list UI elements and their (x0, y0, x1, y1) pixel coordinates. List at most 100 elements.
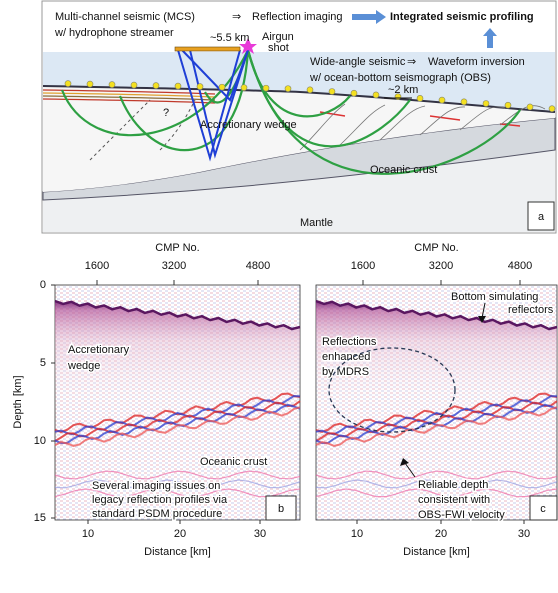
deep-reflector (54, 406, 301, 447)
obs-station (350, 89, 358, 97)
thrust-fault (299, 103, 346, 151)
refracted-ray (246, 49, 351, 118)
obs-station (196, 83, 204, 90)
deep-reflector (315, 394, 558, 436)
x-tick-label: 20 (435, 528, 447, 540)
double-arrow: ⇒ (232, 11, 241, 23)
panel-label-box (265, 495, 297, 521)
x-axis-title: Distance [km] (144, 546, 211, 558)
x-tick-label: 30 (254, 528, 266, 540)
mdrs-annotation: Reflections (322, 336, 377, 348)
top-tick-label: 4800 (246, 260, 270, 272)
reliable-annotation: Reliable depth (418, 479, 488, 491)
obs-station (372, 91, 380, 99)
reliable-pointer-head (400, 458, 409, 466)
mdrs-region (328, 347, 456, 433)
streamer-length: ~5.5 km (210, 32, 249, 44)
sediment-layer (42, 92, 216, 98)
sediment-layer (42, 89, 216, 95)
bsr-pointer-head (478, 316, 486, 323)
shallow-noise-band (316, 301, 557, 415)
hydrophone-streamer (174, 46, 241, 52)
top-axis-title: CMP No. (414, 242, 458, 254)
bsr-annotation: reflectors (508, 304, 554, 316)
question-mark: ? (163, 107, 169, 119)
top-axis-title: CMP No. (155, 242, 199, 254)
obs-station (64, 80, 72, 87)
crust-annotation: Oceanic crust (200, 456, 267, 468)
mdrs-annotation: enhanced (322, 351, 370, 363)
obs-station (152, 82, 160, 89)
obs-station (240, 84, 248, 91)
note-line: standard PSDM procedure (92, 508, 222, 520)
reflector-segment (429, 115, 461, 121)
panel-label: a (538, 211, 545, 223)
y-tick-label: 15 (34, 512, 46, 524)
obs-station (526, 103, 534, 111)
y-axis-title: Depth [km] (12, 375, 24, 428)
deep-reflector (54, 392, 301, 434)
wedge-label: Accretionary wedge (200, 119, 297, 131)
thrust-fault (419, 106, 466, 136)
obs-station (504, 101, 512, 109)
thrust-fault (339, 104, 386, 146)
obs-station (108, 81, 116, 88)
thrust-fault (459, 106, 506, 131)
panel-label: c (540, 503, 546, 515)
integrated-label: Integrated seismic profiling (390, 11, 534, 23)
top-tick-label: 1600 (351, 260, 375, 272)
wedge-annotation: wedge (67, 360, 100, 372)
reflection-label: Reflection imaging (252, 11, 343, 23)
shot-label: shot (268, 42, 289, 54)
top-tick-label: 3200 (429, 260, 453, 272)
reliable-annotation: OBS-FWI velocity (418, 509, 505, 521)
obs-station (218, 83, 226, 91)
x-tick-label: 10 (351, 528, 363, 540)
deep-reflector (54, 394, 301, 436)
bsr-pointer (481, 302, 486, 319)
crust-texture (315, 470, 558, 480)
deep-reflector (315, 392, 558, 434)
y-tick-label: 10 (34, 435, 46, 447)
panel-label-box (527, 201, 555, 231)
sediment-layer (42, 95, 216, 101)
note-line: legacy reflection profiles via (92, 494, 228, 506)
dashed-fault (159, 99, 196, 151)
crust-texture (315, 488, 558, 498)
top-tick-label: 4800 (508, 260, 532, 272)
obs-station (548, 105, 556, 112)
wide-angle-label: Wide-angle seismic (310, 56, 406, 68)
obs-station (262, 84, 270, 92)
dashed-fault (89, 99, 151, 161)
double-arrow: ⇒ (407, 56, 416, 68)
panel-label-box (529, 495, 558, 521)
obs-station (130, 81, 138, 89)
obs-station (284, 85, 292, 92)
mcs-sub-label: w/ hydrophone streamer (54, 27, 174, 39)
obs-station (328, 88, 336, 95)
mdrs-annotation: by MDRS (322, 366, 369, 378)
mantle-label: Mantle (300, 217, 333, 229)
wide-angle-sub-label: w/ ocean-bottom seismograph (OBS) (309, 72, 491, 84)
obs-station (86, 80, 94, 88)
thrust-fault (379, 105, 426, 141)
reliable-pointer (404, 462, 416, 478)
top-tick-label: 1600 (85, 260, 109, 272)
blue-up-arrow (483, 28, 497, 48)
obs-spacing-label: ~2 km (388, 84, 418, 96)
crust-texture (54, 488, 301, 498)
thrust-fault (499, 105, 546, 126)
note-line: Several imaging issues on (92, 480, 220, 492)
top-tick-label: 3200 (162, 260, 186, 272)
bsr-annotation: Bottom simulating (451, 291, 538, 303)
obs-station (482, 100, 490, 107)
reflector-segment (499, 123, 521, 127)
blue-arrow (352, 10, 386, 24)
obs-station (174, 82, 182, 90)
mantle (43, 150, 555, 232)
airgun-label: Airgun (262, 31, 294, 43)
reliable-annotation: consistent with (418, 494, 490, 506)
crust-texture (54, 470, 301, 480)
